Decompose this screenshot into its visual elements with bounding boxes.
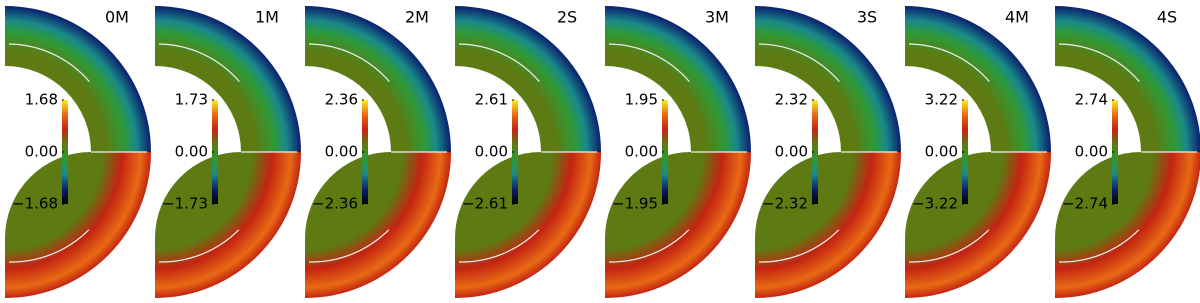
contour (1058, 43, 1140, 83)
north-field (605, 6, 751, 152)
north-field (5, 6, 151, 152)
colorbar-tick-label: 0.00 (925, 143, 958, 161)
north-field (905, 6, 1051, 152)
colorbar (962, 100, 968, 204)
colorbar-tick-label: −2.61 (462, 195, 508, 213)
colorbar (1112, 100, 1118, 204)
colorbar-tick-label: −1.95 (612, 195, 658, 213)
south-field (605, 152, 751, 298)
panel-title: 2S (557, 8, 577, 27)
colorbar-tick-label: 1.68 (25, 91, 58, 109)
colorbar (62, 100, 68, 204)
south-field (5, 152, 151, 298)
colorbar-tick-label: 0.00 (625, 143, 658, 161)
colorbar-tick-label: 3.22 (925, 91, 958, 109)
colorbar-tick-label: 0.00 (175, 143, 208, 161)
colorbar-tick-label: 0.00 (475, 143, 508, 161)
contour (908, 43, 990, 83)
colorbar-tick-label: 2.74 (1075, 91, 1108, 109)
contour (8, 229, 90, 263)
south-field (305, 152, 451, 298)
colorbar-tick-label: 2.32 (775, 91, 808, 109)
contour (908, 229, 990, 263)
south-field (905, 152, 1051, 298)
south-field (755, 152, 901, 298)
contour (1058, 229, 1140, 263)
panel-title: 4M (1005, 8, 1029, 27)
colorbar-tick-label: −2.36 (312, 195, 358, 213)
contour (308, 229, 390, 263)
north-field (155, 6, 301, 152)
colorbar-tick-label: 0.00 (25, 143, 58, 161)
colorbar-tick-label: 0.00 (775, 143, 808, 161)
colorbar-tick-label: −1.68 (12, 195, 58, 213)
colorbar (512, 100, 518, 204)
contour (308, 43, 390, 83)
colorbar-tick-label: 2.61 (475, 91, 508, 109)
south-field (455, 152, 601, 298)
colorbar-tick-label: 1.73 (175, 91, 208, 109)
south-field (1055, 152, 1200, 298)
panel-title: 4S (1157, 8, 1177, 27)
north-field (1055, 6, 1200, 152)
south-field (155, 152, 301, 298)
colorbar-tick-label: −2.32 (762, 195, 808, 213)
colorbar-tick-label: −2.74 (1062, 195, 1108, 213)
colorbar-tick-label: −1.73 (162, 195, 208, 213)
north-field (305, 6, 451, 152)
contour (158, 43, 240, 83)
colorbar-tick-label: 0.00 (1075, 143, 1108, 161)
colorbar (362, 100, 368, 204)
contour (758, 43, 840, 83)
colorbar (812, 100, 818, 204)
contour (758, 229, 840, 263)
contour (8, 43, 90, 83)
panel-title: 0M (105, 8, 129, 27)
contour (458, 43, 540, 83)
contour (458, 229, 540, 263)
colorbar-tick-label: 2.36 (325, 91, 358, 109)
panel-title: 3S (857, 8, 877, 27)
panel-title: 2M (405, 8, 429, 27)
colorbar-tick-label: 0.00 (325, 143, 358, 161)
contour (608, 43, 690, 83)
colorbar (212, 100, 218, 204)
contour (158, 229, 240, 263)
panel-title: 3M (705, 8, 729, 27)
colorbar-tick-label: 1.95 (625, 91, 658, 109)
colorbar-tick-label: −3.22 (912, 195, 958, 213)
colorbar (662, 100, 668, 204)
north-field (455, 6, 601, 152)
north-field (755, 6, 901, 152)
contour (608, 229, 690, 263)
panel-title: 1M (255, 8, 279, 27)
